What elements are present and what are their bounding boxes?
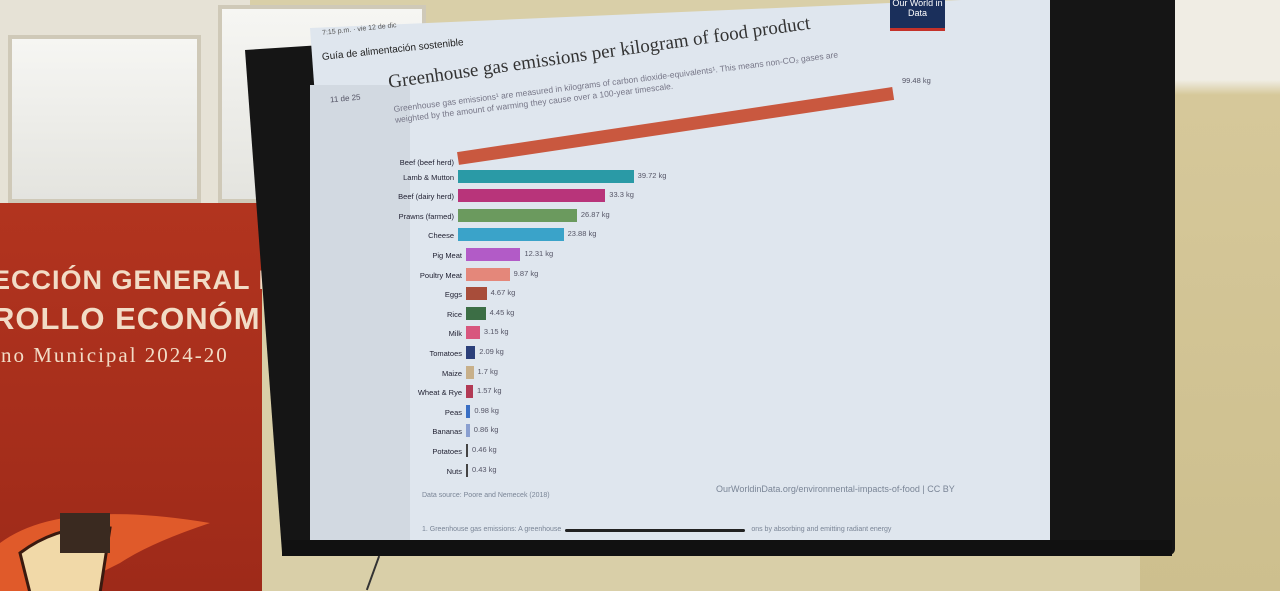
data-source: Data source: Poore and Nemecek (2018) (422, 492, 550, 499)
bar (458, 228, 564, 242)
bar (466, 404, 471, 418)
category-label: Cheese (428, 231, 454, 241)
bar (458, 169, 634, 183)
value-label: 39.72 kg (637, 170, 667, 180)
category-label: Potatoes (432, 447, 462, 456)
value-label: 12.31 kg (524, 249, 554, 258)
value-label: 4.45 kg (489, 307, 515, 317)
screen (310, 0, 1050, 540)
bar (466, 424, 470, 438)
value-label: 0.43 kg (472, 464, 497, 474)
category-label: Eggs (444, 290, 462, 300)
horizontal-scrollbar[interactable] (565, 529, 745, 532)
value-label: 99.48 kg (902, 76, 931, 85)
value-label: 3.15 kg (483, 327, 509, 337)
emblem-icon (0, 513, 210, 591)
bar (466, 463, 468, 477)
category-label: Beef (beef herd) (399, 158, 454, 167)
value-label: 2.09 kg (479, 347, 504, 356)
footnote-start: 1. Greenhouse gas emissions: A greenhous… (422, 526, 562, 533)
bar (466, 267, 510, 281)
bar (466, 306, 486, 320)
category-label: Rice (446, 309, 462, 319)
banner: ECCIÓN GENERAL D ROLLO ECONÓM rno Munici… (0, 203, 262, 591)
footnote: 1. Greenhouse gas emissions: A greenhous… (422, 526, 891, 533)
value-label: 23.88 kg (567, 229, 597, 239)
banner-line: ECCIÓN GENERAL D (0, 265, 262, 295)
bar (466, 287, 487, 301)
category-label: Bananas (432, 427, 462, 437)
category-label: Maize (441, 368, 462, 378)
window (8, 35, 201, 203)
category-label: Tomatoes (429, 349, 462, 358)
category-label: Lamb & Mutton (403, 172, 454, 182)
bar (466, 365, 474, 379)
footnote-end: ons by absorbing and emitting radiant en… (751, 526, 892, 533)
value-label: 1.57 kg (476, 386, 502, 396)
category-label: Nuts (446, 466, 462, 476)
value-label: 0.46 kg (472, 445, 497, 454)
owid-logo: Our World in Data (890, 0, 945, 31)
value-label: 1.7 kg (477, 366, 498, 376)
category-label: Wheat & Rye (417, 388, 462, 398)
bar (466, 385, 473, 399)
banner-line: ROLLO ECONÓM (0, 301, 261, 336)
value-label: 0.98 kg (474, 405, 499, 415)
bar (466, 444, 469, 457)
bar (466, 248, 521, 261)
category-label: Poultry Meat (419, 270, 462, 280)
category-label: Milk (448, 329, 462, 339)
banner-line: rno Municipal 2024-20 (0, 343, 229, 367)
value-label: 26.87 kg (580, 209, 610, 219)
category-label: Beef (dairy herd) (398, 192, 454, 202)
category-label: Prawns (farmed) (398, 211, 454, 221)
cable (365, 555, 381, 591)
bar (466, 346, 476, 359)
bar (458, 208, 577, 222)
category-label: Peas (444, 407, 462, 417)
document-sidebar (310, 85, 410, 540)
value-label: 9.87 kg (513, 268, 539, 278)
source-url[interactable]: OurWorldinData.org/environmental-impacts… (716, 484, 955, 494)
tv-bezel (282, 540, 1172, 556)
value-label: 4.67 kg (490, 288, 516, 298)
value-label: 0.86 kg (473, 425, 499, 435)
category-label: Pig Meat (432, 251, 462, 260)
bar (466, 326, 480, 340)
value-label: 33.3 kg (609, 190, 634, 200)
bar (458, 189, 606, 203)
